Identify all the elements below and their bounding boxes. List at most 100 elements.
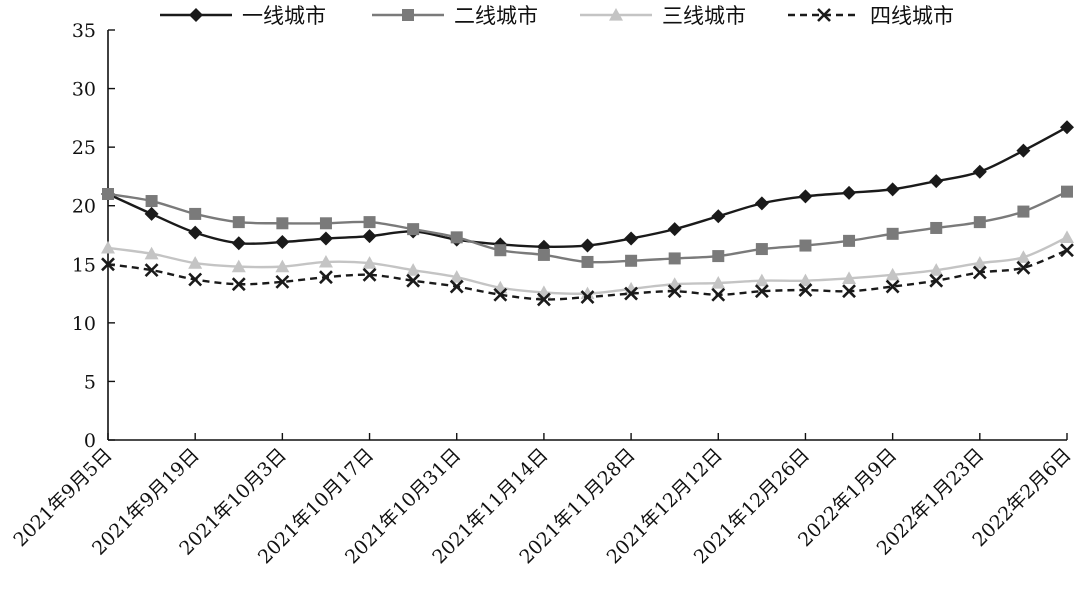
legend-item-3: 三线城市	[580, 4, 746, 28]
y-tick-label: 5	[84, 371, 96, 393]
series-point-stroke-b	[885, 279, 900, 294]
legend-label: 一线城市	[242, 4, 326, 28]
series-point	[973, 216, 986, 229]
series-point	[231, 277, 246, 292]
y-tick-label: 35	[72, 20, 96, 42]
legend-item-1: 一线城市	[160, 4, 326, 28]
series-point-stroke-b	[144, 263, 159, 278]
y-tick-label: 0	[84, 430, 96, 452]
series-point-stroke-b	[101, 257, 115, 272]
series-point	[580, 286, 595, 300]
series-point	[188, 225, 203, 240]
series-point	[363, 216, 376, 229]
series-point	[798, 283, 813, 297]
series-point	[188, 272, 203, 287]
series-point	[537, 248, 550, 261]
series-point-stroke-b	[536, 292, 551, 307]
series-point	[885, 279, 900, 294]
series-point	[450, 231, 463, 244]
series-point	[580, 290, 595, 305]
series-point	[319, 217, 332, 230]
series-point	[231, 236, 246, 251]
series-point	[101, 257, 115, 272]
series-1	[101, 120, 1074, 254]
series-point	[972, 256, 987, 269]
series-point	[930, 221, 943, 234]
series-point	[144, 263, 159, 278]
series-point	[231, 259, 246, 273]
series-point	[101, 240, 115, 254]
series-point	[624, 286, 639, 301]
series-point	[1060, 230, 1074, 243]
series-point-stroke-b	[929, 273, 944, 288]
series-point	[625, 254, 638, 267]
series-point	[449, 279, 464, 294]
series-point	[798, 273, 813, 287]
series-point	[843, 234, 856, 247]
series-point	[754, 284, 769, 299]
series-point	[102, 188, 114, 200]
series-point	[276, 217, 289, 230]
series-point	[711, 287, 726, 302]
series-point	[1060, 243, 1074, 258]
series-point	[972, 164, 987, 179]
series-point-stroke-b	[319, 270, 333, 285]
series-point	[449, 270, 464, 283]
series-point	[318, 254, 333, 268]
series-point	[798, 189, 813, 204]
y-tick-label: 30	[72, 79, 96, 101]
series-point	[145, 195, 158, 208]
series-point-stroke-b	[231, 277, 246, 292]
series-point-stroke-b	[972, 265, 987, 280]
series-point	[799, 239, 812, 252]
series-point	[406, 273, 421, 288]
series-point	[188, 256, 203, 269]
series-point	[929, 263, 944, 276]
series-point	[144, 246, 159, 260]
series-point	[1061, 185, 1073, 198]
series-point	[712, 250, 725, 263]
series-point	[232, 216, 245, 229]
chart-legend: 一线城市 二线城市 三线城市 四线城市	[160, 4, 954, 28]
series-point	[318, 231, 333, 246]
series-point	[494, 244, 507, 257]
y-tick-label: 25	[72, 137, 96, 159]
series-point	[929, 273, 944, 288]
series-point-stroke-b	[624, 286, 639, 301]
series-point	[1017, 205, 1030, 218]
series-point	[668, 252, 681, 265]
series-point	[754, 196, 769, 211]
legend-label: 三线城市	[662, 4, 746, 28]
series-point	[754, 273, 769, 287]
y-tick-label: 10	[72, 313, 96, 335]
series-point	[711, 276, 726, 289]
series-point-stroke-b	[449, 279, 464, 294]
series-point-stroke-b	[798, 283, 813, 297]
series-point	[929, 174, 944, 189]
legend-marker	[609, 8, 623, 21]
series-point	[886, 227, 899, 240]
series-point	[842, 284, 856, 299]
series-point	[362, 229, 377, 244]
series-point	[1060, 120, 1074, 135]
series-point	[319, 270, 333, 285]
series-point	[711, 209, 726, 224]
series-point	[1016, 260, 1031, 275]
series-4	[101, 243, 1074, 307]
y-tick-label: 20	[72, 196, 96, 218]
series-point-stroke-b	[842, 284, 856, 299]
series-point	[885, 267, 900, 281]
series-point-stroke-b	[493, 287, 508, 302]
series-point	[581, 255, 594, 268]
series-layer	[101, 120, 1074, 307]
series-point	[407, 223, 420, 236]
series-point	[189, 207, 202, 220]
series-point	[667, 222, 682, 237]
series-point	[755, 243, 768, 256]
series-point	[275, 235, 290, 250]
series-point-stroke-b	[362, 267, 377, 282]
series-point-stroke-b	[275, 274, 290, 289]
legend-marker	[189, 8, 203, 22]
series-point	[1016, 143, 1031, 158]
